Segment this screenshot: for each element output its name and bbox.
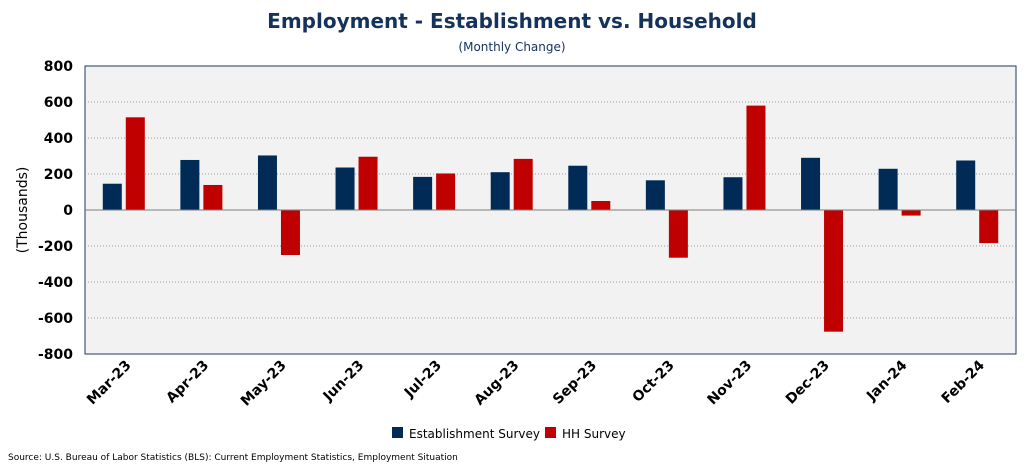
- bar-household-nov-23: [746, 105, 766, 210]
- bar-establishment-sep-23: [568, 165, 588, 210]
- bar-household-jun-23: [358, 156, 378, 210]
- legend-label: HH Survey: [562, 427, 626, 441]
- x-tick-label: Jun-23: [320, 358, 368, 406]
- y-tick-label: 800: [44, 59, 73, 75]
- bar-establishment-may-23: [257, 155, 277, 210]
- y-tick-label: 0: [63, 203, 73, 219]
- bar-establishment-feb-24: [956, 160, 976, 210]
- legend-swatch: [392, 427, 403, 438]
- y-tick-label: 200: [44, 167, 73, 183]
- x-tick-label: Sep-23: [550, 358, 600, 408]
- bar-establishment-jan-24: [878, 168, 898, 210]
- x-tick-label: Jul-23: [401, 358, 445, 402]
- x-tick-label: Apr-23: [163, 358, 212, 407]
- bar-household-mar-23: [125, 117, 145, 210]
- bar-establishment-jul-23: [413, 176, 433, 210]
- x-tick-label: May-23: [238, 358, 290, 410]
- bar-household-feb-24: [979, 210, 999, 244]
- legend-swatch: [545, 427, 556, 438]
- source-note: Source: U.S. Bureau of Labor Statistics …: [8, 453, 458, 463]
- chart-title: Employment - Establishment vs. Household: [267, 9, 757, 33]
- legend: Establishment Survey HH Survey: [392, 427, 626, 441]
- y-tick-label: -400: [38, 275, 73, 291]
- bar-establishment-aug-23: [490, 172, 510, 210]
- x-tick-label: Oct-23: [629, 358, 677, 406]
- bar-household-jan-24: [901, 210, 921, 216]
- bar-household-apr-23: [203, 184, 223, 210]
- bars: [102, 105, 999, 332]
- bar-establishment-dec-23: [801, 157, 821, 210]
- x-tick-label: Jan-24: [863, 357, 910, 404]
- bar-establishment-apr-23: [180, 159, 200, 210]
- y-tick-label: -800: [38, 347, 73, 363]
- y-tick-label: -600: [38, 311, 73, 327]
- y-tick-label: -200: [38, 239, 73, 255]
- y-tick-label: 600: [44, 95, 73, 111]
- y-tick-label: 400: [44, 131, 73, 147]
- y-axis-label: (Thousands): [15, 167, 31, 254]
- bar-household-dec-23: [824, 210, 844, 332]
- bar-household-jul-23: [436, 173, 456, 210]
- chart-subtitle: (Monthly Change): [458, 40, 565, 54]
- gridlines: [85, 101, 1016, 319]
- bar-household-may-23: [280, 210, 300, 255]
- bar-household-oct-23: [668, 210, 688, 258]
- bar-establishment-oct-23: [645, 180, 665, 210]
- bar-household-aug-23: [513, 158, 533, 210]
- bar-establishment-nov-23: [723, 177, 743, 210]
- bar-household-sep-23: [591, 201, 611, 210]
- y-axis-ticks: 800 600 400 200 0 -200 -400 -600 -800: [38, 59, 73, 363]
- legend-label: Establishment Survey: [409, 427, 540, 441]
- x-axis-ticks: Mar-23 Apr-23 May-23 Jun-23 Jul-23 Aug-23 Sep-…: [84, 357, 988, 409]
- x-tick-label: Nov-23: [705, 358, 756, 409]
- x-tick-label: Mar-23: [84, 358, 135, 409]
- bar-establishment-jun-23: [335, 167, 355, 210]
- x-tick-label: Dec-23: [783, 358, 833, 408]
- x-tick-label: Feb-24: [939, 357, 989, 407]
- bar-establishment-mar-23: [102, 183, 122, 210]
- x-tick-label: Aug-23: [472, 358, 523, 409]
